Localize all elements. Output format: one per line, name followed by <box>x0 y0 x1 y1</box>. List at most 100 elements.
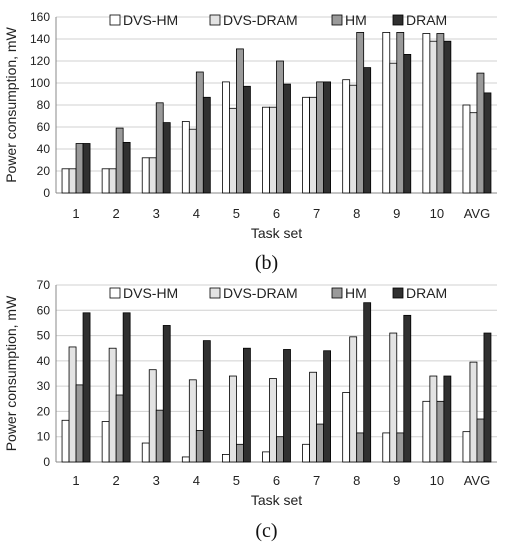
bar-dvs-dram-1 <box>68 346 77 463</box>
bar-dram-1 <box>82 312 91 463</box>
legend-swatch-dram <box>392 14 404 26</box>
x-tick-label: 3 <box>153 206 160 221</box>
bar-hm-3 <box>155 409 164 463</box>
bar-hm-avg <box>476 72 485 194</box>
legend-label: DRAM <box>406 285 447 301</box>
y-tick-label: 40 <box>37 354 51 368</box>
x-tick-label: 6 <box>273 206 280 221</box>
x-tick-label: 2 <box>113 206 120 221</box>
x-tick-label: 8 <box>353 473 360 488</box>
bar-dvs-hm-6 <box>262 451 270 463</box>
y-tick-label: 20 <box>37 164 51 178</box>
legend-label: DRAM <box>406 12 447 28</box>
bar-dram-2 <box>122 141 131 194</box>
y-tick-label: 60 <box>37 120 51 134</box>
bar-dvs-dram-3 <box>148 369 157 463</box>
bar-hm-8 <box>356 32 365 194</box>
bar-hm-9 <box>396 432 405 463</box>
bar-dvs-hm-3 <box>141 442 150 463</box>
y-tick-label: 120 <box>30 54 50 68</box>
bar-dram-2 <box>122 312 131 463</box>
bar-dvs-dram-9 <box>389 332 398 463</box>
legend-swatch-dram <box>392 287 404 299</box>
bar-hm-2 <box>115 127 124 194</box>
bar-dram-4 <box>202 340 211 463</box>
legend-label: DVS-DRAM <box>223 12 298 28</box>
bar-dvs-hm-10 <box>422 400 431 463</box>
bar-hm-6 <box>276 60 284 194</box>
legend-swatch-dvs-dram <box>209 287 221 299</box>
bar-dvs-hm-7 <box>302 443 310 463</box>
bar-hm-7 <box>316 81 324 194</box>
bar-hm-4 <box>195 429 204 463</box>
bar-dram-8 <box>363 67 372 194</box>
x-tick-label: AVG <box>464 206 491 221</box>
bar-dvs-hm-5 <box>222 81 230 194</box>
bar-dvs-hm-9 <box>382 432 391 463</box>
bar-dvs-dram-5 <box>229 375 237 463</box>
bar-dvs-dram-8 <box>349 336 358 463</box>
chart-caption: (b) <box>255 252 278 274</box>
bar-hm-avg <box>476 418 485 463</box>
bar-dvs-dram-1 <box>68 168 77 194</box>
bar-hm-1 <box>75 384 84 463</box>
bar-dvs-dram-3 <box>148 157 157 194</box>
x-tick-label: 9 <box>393 473 400 488</box>
y-tick-label: 30 <box>37 379 51 393</box>
bar-dram-7 <box>323 350 331 463</box>
bar-dram-7 <box>323 81 331 194</box>
bar-hm-10 <box>436 33 445 194</box>
bar-dvs-hm-2 <box>101 168 110 194</box>
x-tick-label: 4 <box>193 473 200 488</box>
bar-dvs-dram-9 <box>389 62 398 194</box>
y-tick-label: 100 <box>30 76 50 90</box>
bar-dvs-dram-avg <box>469 112 478 194</box>
legend-swatch-dvs-hm <box>109 14 121 26</box>
legend-swatch-dvs-dram <box>209 14 221 26</box>
bar-dvs-dram-avg <box>469 361 478 463</box>
bar-dram-10 <box>443 375 452 463</box>
legend-swatch-dvs-hm <box>109 287 121 299</box>
bar-dvs-dram-10 <box>429 375 438 463</box>
bar-dvs-hm-3 <box>141 157 150 194</box>
bar-dvs-dram-7 <box>309 371 317 463</box>
legend-label: HM <box>345 285 367 301</box>
bar-hm-8 <box>356 432 365 463</box>
bar-hm-5 <box>236 48 244 194</box>
bar-dram-5 <box>243 347 251 463</box>
y-tick-label: 50 <box>37 329 51 343</box>
y-tick-label: 40 <box>37 142 51 156</box>
bar-dram-8 <box>363 302 372 463</box>
legend-swatch-hm <box>331 14 343 26</box>
bar-dvs-dram-5 <box>229 107 237 194</box>
y-tick-label: 160 <box>30 10 50 24</box>
x-tick-label: 7 <box>313 206 320 221</box>
bar-dram-5 <box>243 85 251 194</box>
y-tick-label: 70 <box>37 278 51 292</box>
bar-dvs-dram-8 <box>349 84 358 194</box>
bar-dram-avg <box>483 332 492 463</box>
legend-label: DVS-HM <box>123 12 178 28</box>
bar-dvs-hm-5 <box>222 454 230 463</box>
bar-dvs-dram-4 <box>188 128 197 194</box>
bar-dvs-dram-7 <box>309 96 317 194</box>
bar-dvs-hm-4 <box>181 456 190 463</box>
bar-dram-6 <box>283 83 291 194</box>
bar-dram-3 <box>162 122 171 194</box>
legend-label: DVS-HM <box>123 285 178 301</box>
bar-dvs-hm-1 <box>61 419 70 463</box>
x-tick-label: 2 <box>113 473 120 488</box>
x-tick-label: 3 <box>153 473 160 488</box>
legend-swatch-hm <box>331 287 343 299</box>
bar-hm-6 <box>276 436 284 463</box>
bar-dram-avg <box>483 92 492 194</box>
y-tick-label: 60 <box>37 303 51 317</box>
bar-dvs-dram-6 <box>269 106 277 194</box>
bar-dvs-hm-avg <box>462 431 471 463</box>
bar-dvs-dram-6 <box>269 378 277 463</box>
x-axis-label: Task set <box>251 225 302 241</box>
bar-dram-1 <box>82 143 91 194</box>
x-tick-label: 10 <box>430 206 444 221</box>
bar-hm-7 <box>316 423 324 463</box>
y-tick-label: 140 <box>30 32 50 46</box>
